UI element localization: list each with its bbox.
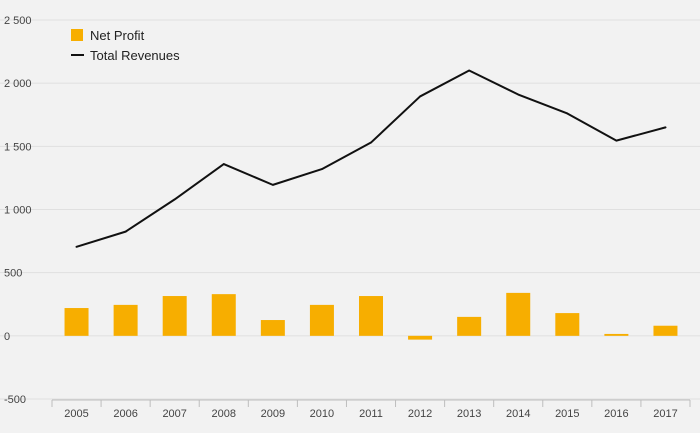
net-profit-bar	[457, 316, 482, 336]
net-profit-bar	[260, 320, 285, 336]
y-tick-label: 2 000	[4, 78, 32, 90]
y-tick-label: -500	[4, 394, 26, 406]
total-revenues-point	[321, 168, 323, 170]
net-profit-bar	[604, 333, 629, 336]
legend-net-profit-swatch	[71, 29, 83, 41]
x-tick-label: 2009	[261, 408, 285, 420]
legend-total-revenues-label: Total Revenues	[90, 48, 180, 63]
net-profit-bar	[408, 335, 433, 340]
total-revenues-point	[419, 95, 421, 98]
x-tick-label: 2006	[113, 408, 137, 420]
total-revenues-point	[468, 69, 470, 72]
net-profit-bar	[309, 304, 334, 336]
total-revenues-point	[222, 163, 225, 165]
net-profit-bar	[506, 292, 531, 336]
x-tick-label: 2016	[604, 408, 628, 420]
total-revenues-point	[664, 126, 667, 129]
x-tick-label: 2017	[653, 408, 677, 420]
total-revenues-point	[272, 184, 274, 186]
legend: Net Profit Total Revenues	[71, 28, 180, 63]
y-tick-label: 500	[4, 268, 22, 280]
y-tick-label: 1 500	[4, 141, 32, 153]
x-tick-label: 2007	[162, 408, 186, 420]
total-revenues-point	[370, 141, 372, 144]
y-tick-label: 2 500	[4, 15, 32, 27]
total-revenues-point	[124, 230, 127, 233]
grid-layer	[0, 19, 700, 400]
y-tick-label: 1 000	[4, 205, 32, 217]
total-revenues-point	[566, 112, 569, 115]
x-tick-label: 2010	[310, 408, 334, 420]
x-tick-label: 2005	[64, 408, 88, 420]
total-revenues-point	[615, 139, 618, 142]
x-tick-label: 2008	[212, 408, 236, 420]
net-profit-bar	[653, 325, 678, 336]
total-revenues-line-layer	[75, 69, 667, 248]
net-profit-bar	[162, 296, 187, 336]
legend-net-profit-label: Net Profit	[90, 28, 145, 43]
net-profit-bar	[555, 313, 580, 336]
total-revenues-point	[75, 245, 78, 248]
x-tick-label: 2013	[457, 408, 481, 420]
net-profit-bars	[64, 292, 678, 340]
axis-layer: -500 0 500 1 000 1 500 2 000 2 500 2005 2006 2007…	[4, 15, 691, 420]
total-revenues-point	[173, 198, 176, 201]
net-profit-bar	[113, 304, 138, 336]
x-tick-label: 2015	[555, 408, 579, 420]
total-revenues-point	[517, 93, 520, 96]
net-profit-bar	[359, 296, 383, 336]
y-tick-label: 0	[4, 331, 10, 343]
total-revenues-line	[75, 69, 667, 248]
net-profit-bar	[211, 294, 236, 336]
x-tick-label: 2012	[408, 408, 432, 420]
x-tick-label: 2011	[359, 408, 383, 420]
net-profit-bar	[64, 308, 89, 336]
x-tick-label: 2014	[506, 408, 530, 420]
